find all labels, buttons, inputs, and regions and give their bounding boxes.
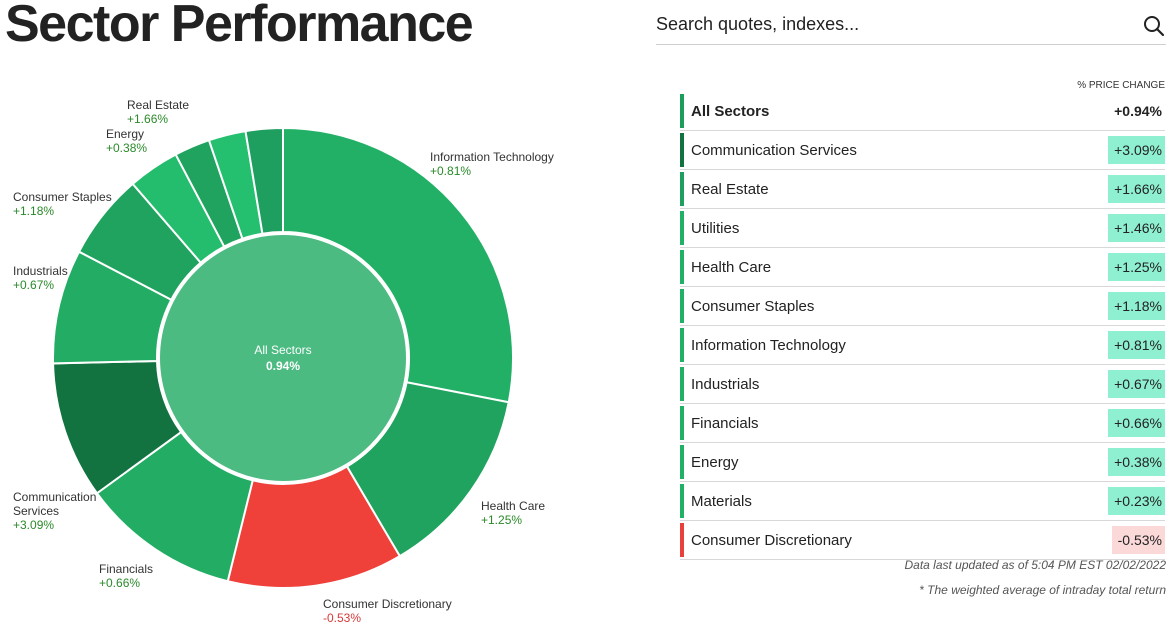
- sector-name: Consumer Staples: [691, 297, 815, 315]
- sector-name: Utilities: [691, 219, 740, 237]
- sector-name: Health Care: [691, 258, 772, 276]
- table-row[interactable]: Financials +0.66%: [680, 404, 1165, 443]
- slice-label-energy: Energy: [106, 127, 144, 141]
- sector-table: All Sectors +0.94% Communication Services +…: [680, 92, 1165, 560]
- slice-value-energy: +0.38%: [106, 141, 147, 155]
- slice-value-real-estate: +1.66%: [127, 112, 168, 126]
- sector-color-bar: [680, 133, 684, 167]
- table-row[interactable]: Health Care +1.25%: [680, 248, 1165, 287]
- sector-name: Consumer Discretionary: [691, 531, 852, 549]
- slice-value-consumer-discretionary: -0.53%: [323, 611, 361, 625]
- slice-label-financials: Financials: [99, 562, 153, 576]
- slice-value-financials: +0.66%: [99, 576, 140, 590]
- sector-name: All Sectors: [691, 102, 770, 120]
- donut-center: [158, 233, 408, 483]
- sector-color-bar: [680, 250, 684, 284]
- sector-price-change: +0.94%: [1108, 97, 1165, 125]
- sector-price-change: +0.66%: [1108, 409, 1165, 437]
- sector-color-bar: [680, 289, 684, 323]
- search-input[interactable]: [656, 8, 1126, 40]
- sector-color-bar: [680, 484, 684, 518]
- sector-donut-chart: All Sectors 0.94% Information Technology +0…: [0, 60, 640, 628]
- sector-color-bar: [680, 367, 684, 401]
- sector-price-change: +0.38%: [1108, 448, 1165, 476]
- sector-price-change: +0.67%: [1108, 370, 1165, 398]
- slice-label-health-care: Health Care: [481, 499, 545, 513]
- table-row[interactable]: Consumer Staples +1.18%: [680, 287, 1165, 326]
- page-title: Sector Performance: [5, 0, 474, 53]
- sector-color-bar: [680, 328, 684, 362]
- sector-name: Communication Services: [691, 141, 857, 159]
- slice-label-communication-services: Communication: [13, 490, 96, 504]
- slice-value-communication-services: +3.09%: [13, 518, 54, 532]
- sector-color-bar: [680, 94, 684, 128]
- slice-label-communication-services: Services: [13, 504, 59, 518]
- weighted-average-note: * The weighted average of intraday total…: [919, 583, 1166, 597]
- sector-color-bar: [680, 172, 684, 206]
- donut-slice-information-technology[interactable]: [282, 126, 514, 404]
- price-change-header: % PRICE CHANGE: [1077, 80, 1165, 91]
- sector-price-change: +1.46%: [1108, 214, 1165, 242]
- table-row[interactable]: Consumer Discretionary -0.53%: [680, 521, 1165, 560]
- slice-label-real-estate: Real Estate: [127, 98, 189, 112]
- center-label: All Sectors: [254, 343, 311, 357]
- sector-name: Financials: [691, 414, 759, 432]
- sector-name: Materials: [691, 492, 752, 510]
- slice-value-consumer-staples: +1.18%: [13, 204, 54, 218]
- table-row[interactable]: Materials +0.23%: [680, 482, 1165, 521]
- sector-name: Information Technology: [691, 336, 846, 354]
- donut-slice-real-estate[interactable]: [244, 126, 284, 235]
- sector-price-change: +1.25%: [1108, 253, 1165, 281]
- slice-value-industrials: +0.67%: [13, 278, 54, 292]
- sector-price-change: +0.81%: [1108, 331, 1165, 359]
- sector-price-change: +1.18%: [1108, 292, 1165, 320]
- sector-price-change: +0.23%: [1108, 487, 1165, 515]
- sector-name: Real Estate: [691, 180, 769, 198]
- table-row-all-sectors[interactable]: All Sectors +0.94%: [680, 92, 1165, 131]
- sector-price-change: -0.53%: [1111, 526, 1165, 554]
- sector-color-bar: [680, 523, 684, 557]
- search-bar: [656, 8, 1166, 45]
- table-row[interactable]: Communication Services +3.09%: [680, 131, 1165, 170]
- slice-label-consumer-staples: Consumer Staples: [13, 190, 112, 204]
- sector-price-change: +1.66%: [1108, 175, 1165, 203]
- last-updated-note: Data last updated as of 5:04 PM EST 02/0…: [904, 558, 1166, 572]
- slice-value-information-technology: +0.81%: [430, 164, 471, 178]
- sector-color-bar: [680, 406, 684, 440]
- table-row[interactable]: Real Estate +1.66%: [680, 170, 1165, 209]
- center-value: 0.94%: [266, 359, 300, 373]
- slice-label-information-technology: Information Technology: [430, 150, 554, 164]
- table-row[interactable]: Information Technology +0.81%: [680, 326, 1165, 365]
- slice-label-industrials: Industrials: [13, 264, 68, 278]
- sector-color-bar: [680, 445, 684, 479]
- sector-name: Energy: [691, 453, 739, 471]
- sector-color-bar: [680, 211, 684, 245]
- table-row[interactable]: Utilities +1.46%: [680, 209, 1165, 248]
- sector-name: Industrials: [691, 375, 760, 393]
- sector-price-change: +3.09%: [1108, 136, 1165, 164]
- slice-value-health-care: +1.25%: [481, 513, 522, 527]
- search-icon[interactable]: [1142, 14, 1166, 38]
- table-row[interactable]: Energy +0.38%: [680, 443, 1165, 482]
- table-row[interactable]: Industrials +0.67%: [680, 365, 1165, 404]
- slice-label-consumer-discretionary: Consumer Discretionary: [323, 597, 452, 611]
